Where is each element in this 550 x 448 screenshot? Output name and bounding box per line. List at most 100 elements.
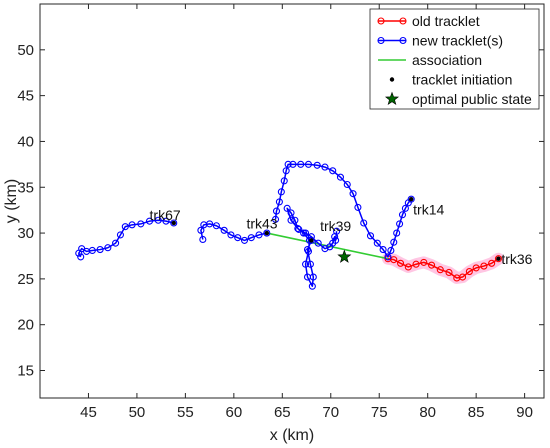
data-point-trk36 [494,255,502,263]
data-point-trk36 [453,274,461,282]
x-tick-label: 70 [322,404,339,421]
data-point-trk36 [445,268,453,277]
data-point-trk14 [284,160,292,168]
data-point-trk36 [436,266,444,274]
data-point-trk36 [428,261,436,269]
series-trk36 [384,255,502,282]
series-line-trk14 [274,163,412,258]
data-point-trk14 [277,188,285,196]
y-tick-label: 50 [17,42,34,59]
data-point-trk39 [306,260,314,268]
data-point-trk67 [137,220,145,228]
data-point-trk36 [480,262,488,270]
data-point-trk14 [343,180,351,189]
data-point-trk14 [271,215,280,223]
data-point-trk14 [360,219,368,227]
x-tick-label: 90 [516,404,533,421]
data-point-trk14 [329,167,337,175]
x-tick-label: 60 [226,404,243,421]
y-tick-label: 45 [17,88,34,105]
x-tick-label: 45 [80,404,97,421]
series-layer [75,160,502,290]
data-point-trk14 [297,160,305,168]
data-point-trk14 [349,190,357,198]
track-label-trk36: trk36 [501,251,532,267]
series-trk39 [283,204,341,290]
data-point-trk14 [384,253,392,261]
legend-marker-old [399,17,407,25]
data-point-trk14 [354,203,362,211]
legend-label-star: optimal public state [412,91,532,107]
data-point-trk39 [333,227,341,235]
legend-box [369,8,540,110]
data-point-trk14 [321,163,329,171]
data-point-trk36 [472,264,480,272]
tracklet-initiation-trk14 [409,196,414,202]
x-tick-label: 55 [177,404,194,421]
data-point-trk14 [272,207,281,215]
data-point-trk39 [300,229,308,237]
data-point-trk14 [393,229,401,237]
legend-marker-new [377,36,385,45]
data-point-trk39 [291,216,299,224]
tracklet-initiation-trk43 [264,230,269,236]
legend-item-old: old tracklet [377,13,480,29]
data-point-trk43 [255,231,263,239]
tracklet-initiation-trk39 [309,238,314,243]
x-tick-label: 75 [371,404,388,421]
y-tick-label: 30 [17,225,34,242]
data-point-trk39 [303,273,312,281]
data-point-trk39 [302,260,310,268]
data-point-trk67 [145,217,154,225]
legend-item-star: optimal public state [384,91,532,107]
data-point-trk43 [220,226,228,234]
x-tick-label: 80 [419,404,436,421]
track-label-trk39: trk39 [320,218,351,234]
data-point-trk67 [116,231,124,239]
legend-item-new: new tracklet(s) [377,33,503,49]
y-tick-label: 35 [17,179,34,196]
data-point-trk39 [295,225,303,233]
y-tick-label: 40 [17,133,34,150]
data-point-trk67 [128,221,136,229]
data-point-trk14 [304,160,313,168]
x-tick-label: 50 [129,404,146,421]
x-tick-label: 85 [468,404,485,421]
track-labels: trk36 trk67 trk43 trk39 trk14 [150,202,533,267]
data-point-trk14 [282,167,290,175]
data-point-trk14 [275,198,283,206]
data-point-trk39 [307,236,315,244]
data-point-trk14 [280,177,288,185]
series-line-trk43 [200,223,267,242]
data-point-trk36 [488,259,496,267]
legend-marker-new [399,36,407,45]
data-point-trk67 [96,246,104,254]
data-point-trk39 [287,216,295,224]
data-point-trk36 [465,268,473,276]
data-point-trk43 [199,235,207,244]
optimal-public-state-star [337,249,352,263]
data-point-trk43 [263,229,271,237]
legend-marker-old [377,17,385,25]
data-point-trk67 [121,223,129,231]
data-point-trk67 [104,244,112,252]
series-line-trk36 [387,257,499,279]
x-axis-label: x (km) [270,427,314,444]
data-point-trk43 [234,234,242,242]
data-point-trk39 [304,247,313,255]
legend-label-old: old tracklet [412,13,480,29]
legend-item-association: association [378,52,482,68]
legend-item-initiation: tracklet initiation [389,72,512,88]
data-point-trk36 [397,259,405,267]
data-point-trk67 [154,216,162,224]
legend: old tracklet new tracklet(s) association tr… [369,8,540,110]
tracklet-initiation-trk67 [171,220,176,226]
data-point-trk43 [200,221,208,229]
data-point-trk36 [412,260,420,268]
series-trk67 [75,216,178,261]
data-point-trk67 [77,253,85,261]
data-point-trk67 [75,249,83,257]
data-point-trk14 [398,211,407,219]
axes: 45 50 55 60 65 70 75 80 85 90 15 20 25 30 35 40 45 50 [17,4,544,421]
